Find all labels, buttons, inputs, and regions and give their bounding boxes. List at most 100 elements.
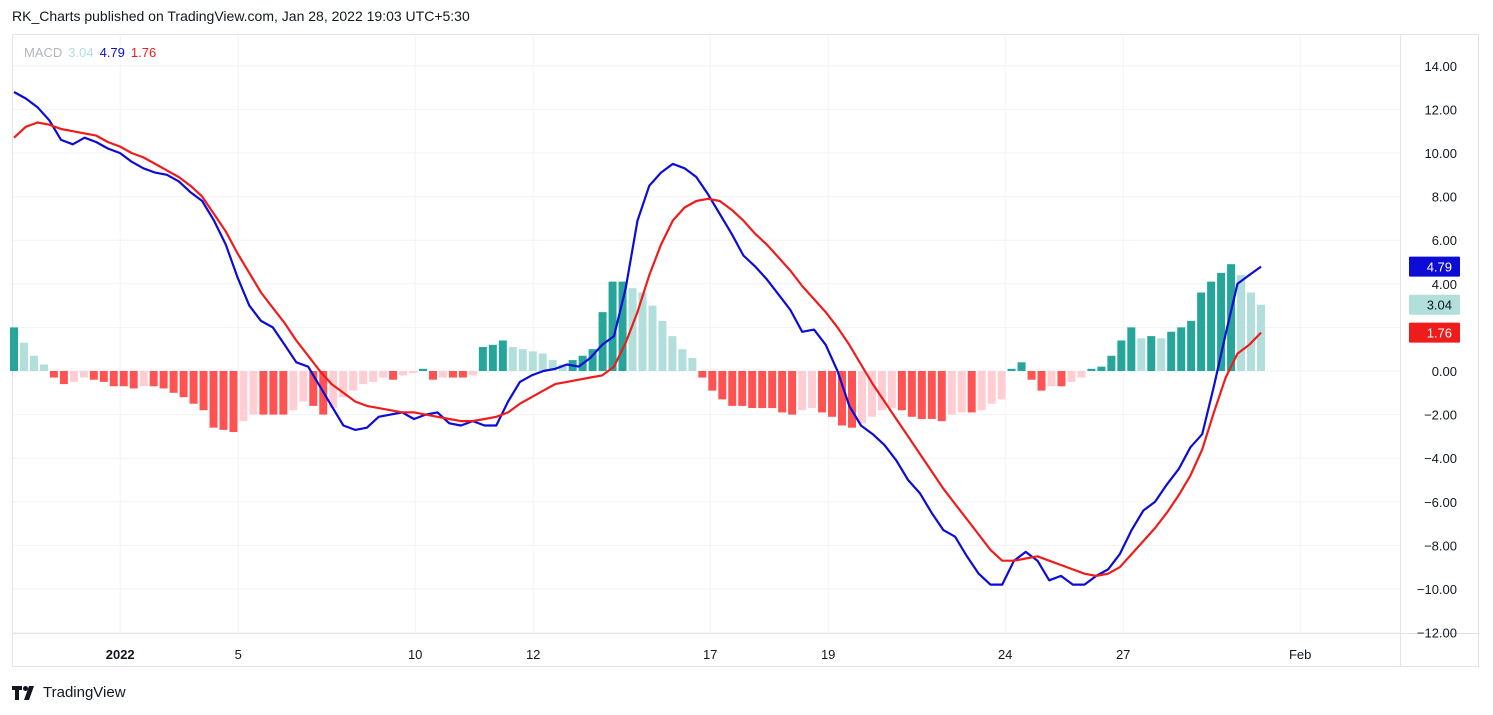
histogram-bar — [49, 371, 58, 378]
histogram-bar — [1257, 304, 1265, 371]
histogram-bar — [788, 371, 797, 415]
histogram-bar — [608, 281, 617, 371]
histogram-bar — [399, 371, 408, 376]
histogram-bar — [428, 371, 437, 380]
histogram-bar — [419, 368, 428, 371]
macd-line — [13, 91, 1262, 586]
price-badge-label: 3.04 — [1427, 298, 1452, 313]
histogram-bar — [758, 371, 767, 409]
histogram-bar — [1097, 366, 1106, 371]
price-badge-label: 4.79 — [1427, 260, 1452, 275]
histogram-bar — [528, 351, 537, 371]
histogram-bar — [1197, 292, 1206, 371]
histogram-bar — [498, 340, 507, 371]
x-tick-label: 19 — [821, 647, 835, 662]
histogram-bar — [917, 371, 926, 419]
histogram-bar — [1087, 368, 1096, 371]
histogram-bar — [309, 371, 318, 406]
histogram-bar — [299, 371, 308, 402]
histogram-bar — [1057, 371, 1066, 387]
histogram-bar — [508, 347, 517, 371]
histogram-bar — [698, 371, 707, 378]
histogram-bar — [29, 355, 38, 371]
price-badge-label: 1.76 — [1427, 326, 1452, 341]
histogram-bar — [349, 371, 358, 391]
histogram-bar — [947, 371, 956, 415]
histogram-bar — [1017, 362, 1026, 371]
x-axis: 2022 5 10 12 17 19 24 27 Feb — [106, 647, 1312, 662]
tradingview-logo-icon — [12, 685, 34, 700]
histogram-bar — [628, 288, 637, 371]
histogram-bar — [748, 371, 757, 409]
histogram-bar — [668, 336, 677, 371]
histogram-bar — [488, 344, 497, 371]
histogram-bar — [199, 371, 208, 411]
histogram-bar — [518, 349, 527, 371]
histogram-bar — [1067, 371, 1076, 382]
y-tick-label: 12.00 — [1424, 102, 1457, 117]
y-tick-label: −12.00 — [1417, 626, 1457, 641]
histogram-bar — [19, 342, 28, 371]
histogram-bar — [957, 371, 966, 413]
histogram-bar — [1207, 281, 1216, 371]
y-tick-label: −10.00 — [1417, 582, 1457, 597]
histogram-bar — [1007, 368, 1016, 371]
legend-signal-value: 1.76 — [130, 45, 157, 60]
histogram-bar — [1127, 327, 1136, 371]
histogram-bar — [1027, 371, 1036, 380]
histogram-bar — [1077, 371, 1086, 378]
x-tick-label: Feb — [1289, 647, 1311, 662]
histogram-bar — [927, 371, 936, 419]
histogram-bar — [708, 371, 717, 391]
histogram-bar — [259, 371, 268, 415]
histogram-bar — [409, 371, 418, 374]
y-tick-label: 14.00 — [1424, 59, 1457, 74]
histogram-bar — [718, 371, 727, 400]
histogram-bar — [189, 371, 198, 404]
histogram-bar — [867, 371, 876, 417]
y-tick-label: 8.00 — [1432, 190, 1457, 205]
histogram-bar — [907, 371, 916, 417]
x-tick-label: 10 — [408, 647, 422, 662]
histogram-bar — [79, 371, 88, 378]
histogram-bar — [638, 292, 647, 371]
histogram-bar — [1237, 275, 1246, 371]
histogram-bar — [977, 371, 986, 411]
x-tick-label: 5 — [235, 647, 242, 662]
y-tick-label: 0.00 — [1432, 364, 1457, 379]
histogram-bar — [129, 371, 138, 389]
histogram-bar — [39, 364, 48, 371]
price-badge — [1409, 322, 1460, 343]
histogram-bar — [1117, 340, 1126, 371]
indicator-lines — [13, 91, 1262, 586]
legend-histogram-value: 3.04 — [68, 45, 94, 60]
histogram-bar — [588, 349, 597, 371]
histogram-bar — [269, 371, 278, 415]
histogram-bar — [838, 371, 847, 426]
footer-brand[interactable]: TradingView — [12, 684, 126, 701]
y-tick-label: −8.00 — [1424, 538, 1457, 553]
histogram-bar — [1157, 338, 1166, 371]
y-tick-label: 4.00 — [1432, 277, 1457, 292]
price-badge — [1409, 294, 1460, 315]
histogram-bar — [229, 371, 238, 433]
histogram-bar — [937, 371, 946, 422]
histogram-bar — [289, 371, 298, 411]
histogram-bar — [738, 371, 747, 406]
histogram-bar — [1227, 264, 1236, 371]
x-tick-label: 2022 — [106, 647, 135, 662]
histogram-bar — [618, 281, 627, 371]
histogram-bar — [658, 320, 667, 371]
price-badge — [1409, 256, 1460, 277]
y-axis: 14.0012.0010.008.006.004.002.000.00−2.00… — [1417, 59, 1457, 641]
y-tick-label: −6.00 — [1424, 495, 1457, 510]
histogram-bar — [89, 371, 98, 380]
histogram-bar — [448, 371, 457, 378]
indicator-legend[interactable]: MACD 3.04 4.79 1.76 — [24, 45, 162, 60]
histogram-bar — [468, 371, 477, 376]
histogram-bar — [139, 371, 148, 387]
histogram-bar — [169, 371, 178, 393]
histogram-bar — [997, 371, 1006, 400]
histogram-bar — [249, 371, 258, 415]
